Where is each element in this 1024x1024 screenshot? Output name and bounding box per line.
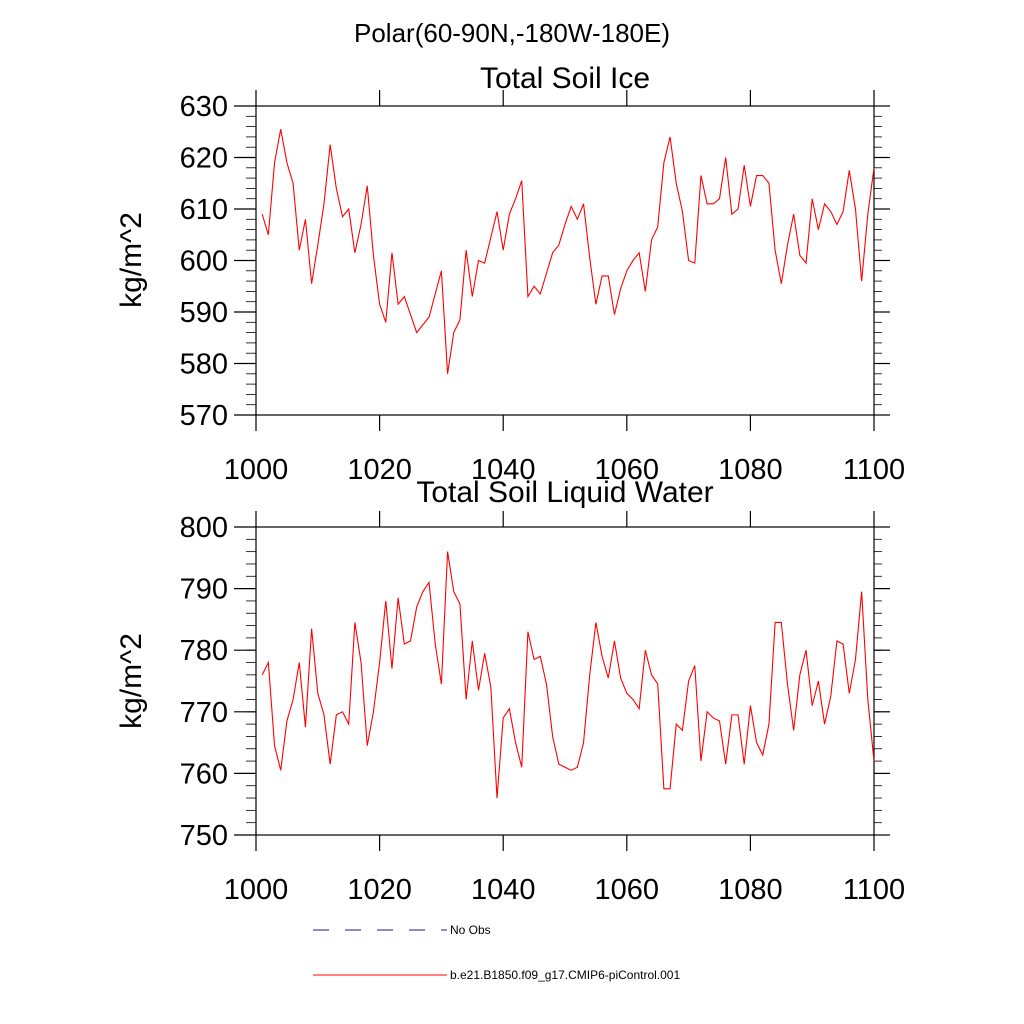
x-tick-label: 1040 (471, 454, 536, 486)
x-tick-label: 1000 (224, 454, 289, 486)
y-tick-label: 610 (180, 194, 228, 226)
x-tick-label: 1060 (595, 454, 660, 486)
y-tick-label: 760 (180, 758, 228, 790)
y-tick-label: 620 (180, 143, 228, 175)
x-tick-label: 1100 (843, 874, 905, 906)
y-tick-label: 800 (180, 512, 228, 544)
y-tick-label: 780 (180, 635, 228, 667)
chart-title: Total Soil Ice (480, 62, 650, 95)
y-tick-label: 770 (180, 697, 228, 729)
x-tick-label: 1020 (347, 454, 412, 486)
y-tick-label: 790 (180, 574, 228, 606)
y-axis-label: kg/m^2 (115, 633, 148, 729)
y-tick-label: 590 (180, 297, 228, 329)
data-marks (261, 551, 875, 799)
x-tick-label: 1080 (718, 874, 783, 906)
x-tick-label: 1060 (595, 874, 660, 906)
x-tick-label: 1000 (224, 874, 289, 906)
legend-label-no-obs: No Obs (450, 923, 491, 937)
plot-frame (255, 105, 875, 416)
x-tick-label: 1100 (843, 454, 905, 486)
y-tick-label: 630 (180, 91, 228, 123)
series-line (261, 551, 875, 799)
x-tick-label: 1020 (347, 874, 412, 906)
axis-ticks: 750 760 770 780 790 800 1000 1020 1040 1060 1080 11… (180, 511, 905, 906)
chart-title: Total Soil Liquid Water (416, 476, 713, 509)
plot-frame (255, 526, 875, 836)
legend: No Obs b.e21.B1850.f09_g17.CMIP6-piContr… (313, 923, 680, 982)
axis-ticks: 570 580 590 600 610 620 630 1000 1020 1040 1060 108… (180, 90, 905, 486)
y-tick-label: 580 (180, 349, 228, 381)
legend-label-control-run: b.e21.B1850.f09_g17.CMIP6-piControl.001 (450, 968, 680, 982)
chart-panel-soil-ice: Total Soil Ice kg/m^2 570 580 590 600 610 620… (115, 62, 905, 486)
data-marks (261, 129, 875, 374)
page-title: Polar(60-90N,-180W-180E) (354, 18, 670, 48)
series-line (261, 129, 875, 374)
y-axis-label: kg/m^2 (115, 212, 148, 308)
y-tick-label: 600 (180, 246, 228, 278)
x-tick-label: 1080 (718, 454, 783, 486)
y-tick-label: 570 (180, 400, 228, 432)
y-tick-label: 750 (180, 820, 228, 852)
x-tick-label: 1040 (471, 874, 536, 906)
chart-panel-soil-liquid-water: Total Soil Liquid Water kg/m^2 750 760 770… (115, 476, 905, 906)
